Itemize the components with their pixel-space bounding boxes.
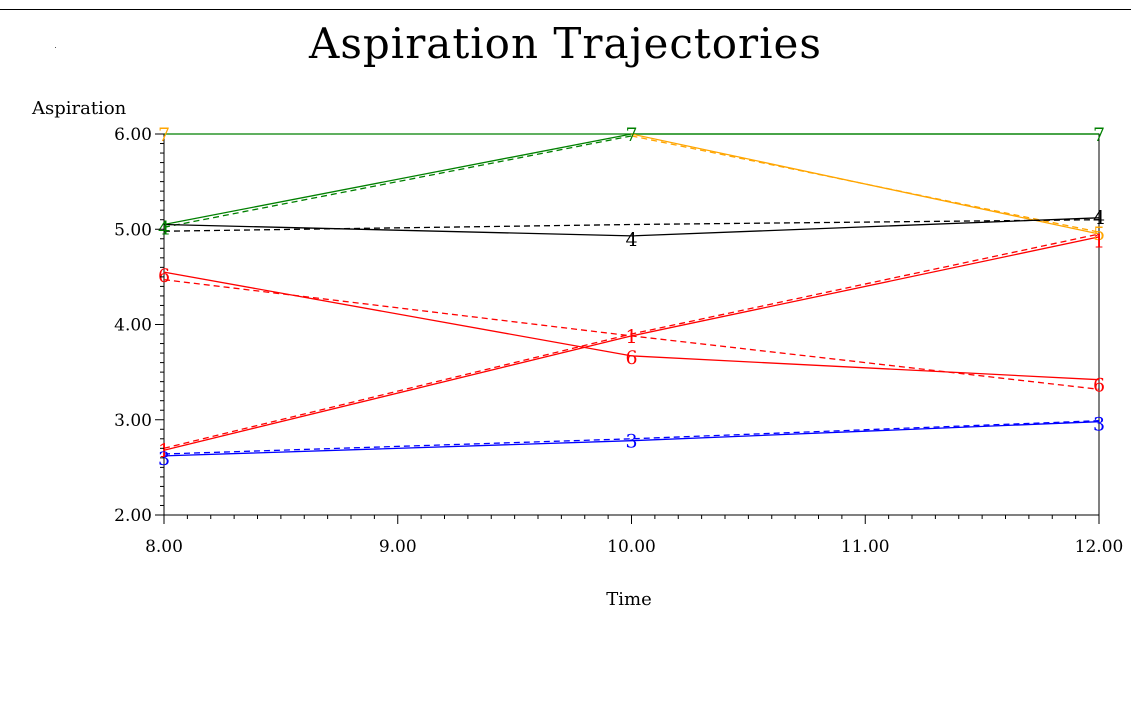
plot-frame xyxy=(163,133,1100,516)
series-line-4 xyxy=(163,219,1100,232)
axis-layer: 2.00 3.00 4.00 5.00 6.00 8.00 9.00 10.00 11.00 12… xyxy=(114,125,1123,557)
y-axis-title: Aspiration xyxy=(31,98,127,119)
plot-border xyxy=(163,133,1100,516)
series-line-5 xyxy=(631,133,1100,235)
point-label: 4 xyxy=(625,229,637,251)
series-layer xyxy=(163,133,1100,457)
x-tick-label: 12.00 xyxy=(1075,537,1124,557)
series-line-1 xyxy=(163,236,1100,451)
series-line-1 xyxy=(163,233,1100,449)
x-axis-title: Time xyxy=(606,589,651,610)
point-label: 4 xyxy=(1093,207,1105,229)
point-label: 1 xyxy=(625,326,637,348)
y-tick-label: 3.00 xyxy=(114,411,152,431)
point-label: 6 xyxy=(625,347,637,369)
x-tick-label: 11.00 xyxy=(841,537,890,557)
y-tick-label: 5.00 xyxy=(114,220,152,240)
point-label: 7 xyxy=(1093,124,1105,146)
x-tick-label: 10.00 xyxy=(607,537,656,557)
chart-title: Aspiration Trajectories xyxy=(309,19,822,68)
point-label: 5 xyxy=(1093,223,1105,245)
series-line-3 xyxy=(163,420,1100,455)
point-label: 7 xyxy=(625,124,637,146)
y-tick-label: 2.00 xyxy=(114,506,152,526)
y-tick-label: 4.00 xyxy=(114,316,152,336)
series-line-4 xyxy=(163,217,1100,237)
series-line-7 xyxy=(163,133,1099,226)
series-line-7 xyxy=(163,135,632,228)
point-label: 6 xyxy=(158,265,170,287)
point-label: 1 xyxy=(1093,231,1105,253)
x-tick-label: 9.00 xyxy=(379,537,417,557)
point-label: 4 xyxy=(158,217,170,239)
point-label: 1 xyxy=(158,440,170,462)
point-label: 7 xyxy=(158,124,170,146)
series-line-3 xyxy=(163,421,1100,457)
point-label: 3 xyxy=(158,448,170,470)
x-tick-label: 8.00 xyxy=(145,537,183,557)
corner-dot xyxy=(55,47,56,48)
point-label: 3 xyxy=(1093,414,1105,436)
point-label: 6 xyxy=(1093,375,1105,397)
point-label: 3 xyxy=(625,431,637,453)
y-tick-label: 6.00 xyxy=(114,125,152,145)
top-rule xyxy=(0,9,1131,10)
